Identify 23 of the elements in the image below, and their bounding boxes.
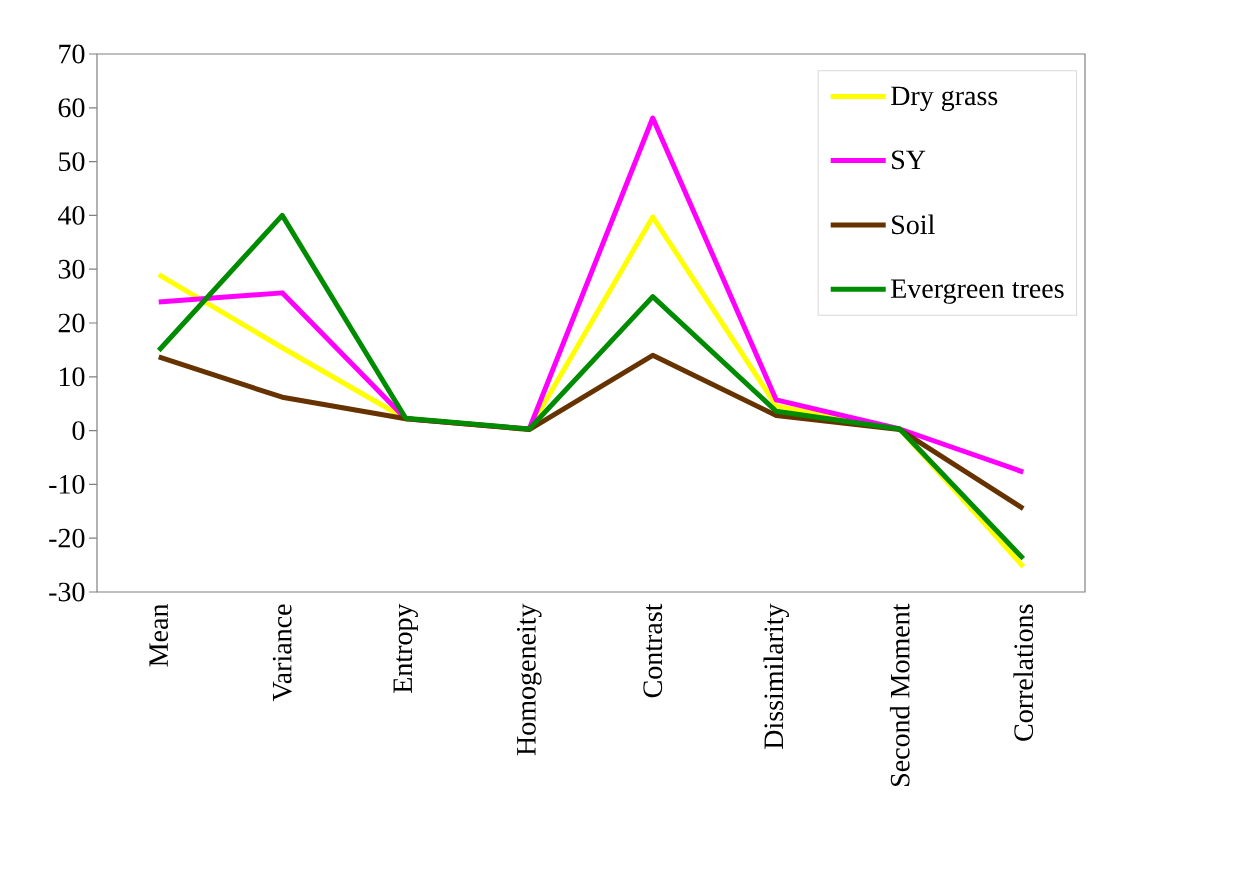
x-tick-label: Dissimilarity [763,603,789,749]
y-tick-label: -10 [49,474,85,494]
y-tick-label: 70 [59,44,85,64]
y-tick-label: 0 [72,421,85,441]
y-tick-label: -20 [49,528,85,548]
x-tick-label: Correlations [1013,604,1034,741]
y-tick-label: 50 [59,152,85,172]
x-tick-label: Contrast [643,603,663,698]
y-tick-label: -30 [49,582,85,602]
y-tick-label: 10 [59,367,85,387]
x-tick-label: Homogeneity [516,603,542,756]
x-tick-label: Entropy [393,603,418,693]
y-tick-label: 30 [58,259,85,279]
y-tick-label: 40 [58,205,85,225]
legend-label: Soil [892,214,935,235]
x-tick-label: Second Moment [889,603,910,786]
y-tick-label: 20 [58,313,85,333]
legend-label: Evergreen trees [891,279,1064,304]
y-tick-label: 60 [58,98,85,118]
x-tick-label: Mean [149,603,169,667]
legend-label: SY [892,150,926,170]
x-tick-label: Variance [272,604,292,702]
legend-label: Dry grass [891,86,998,112]
